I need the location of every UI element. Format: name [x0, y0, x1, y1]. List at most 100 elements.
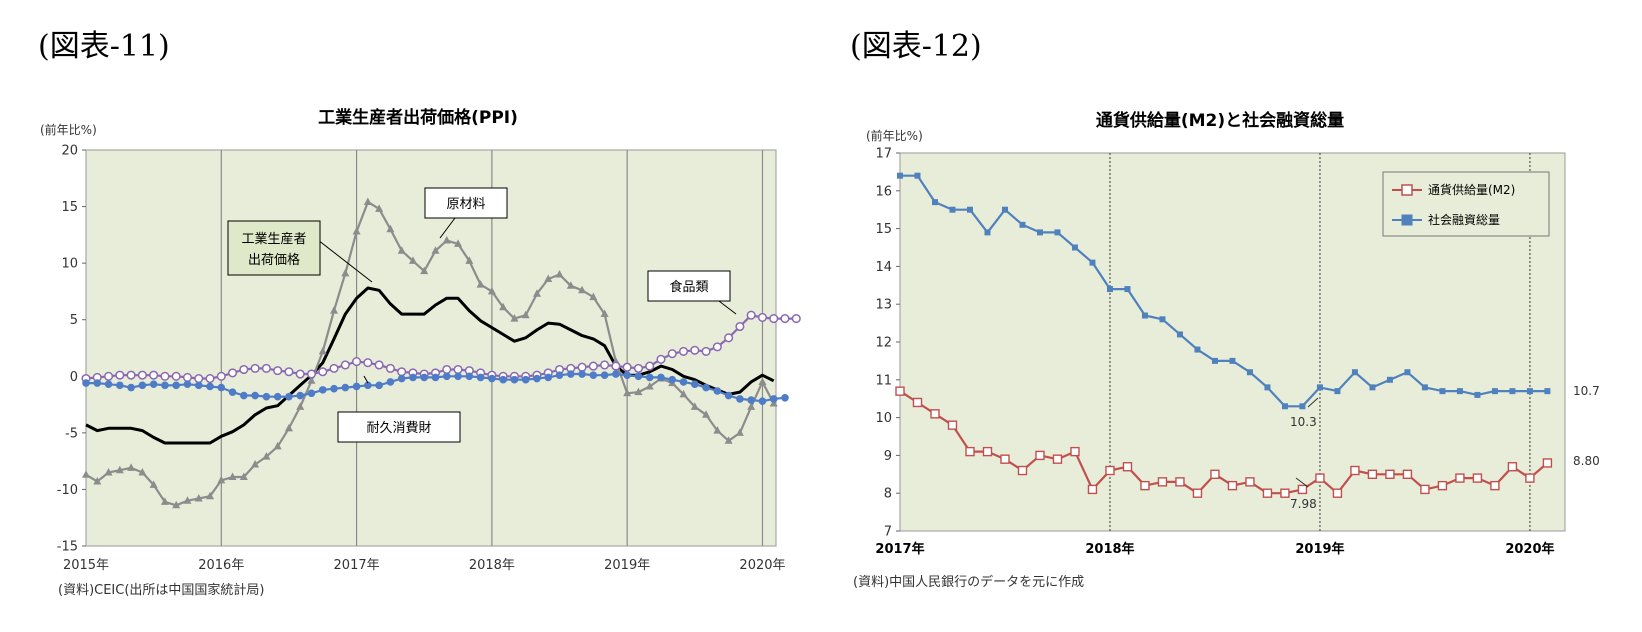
data-point-durable-goods — [555, 371, 564, 379]
m2-source-note: (資料)中国人民銀行のデータを元に作成 — [853, 574, 1084, 590]
data-point-durable-goods — [138, 381, 147, 390]
data-point-social-financing — [1351, 369, 1358, 376]
data-point-food — [137, 370, 147, 380]
data-point-m2 — [965, 446, 975, 457]
series-ppi — [85, 286, 775, 445]
data-point-raw-materials — [623, 388, 632, 397]
data-point-durable-goods — [769, 395, 778, 403]
m2-series — [895, 172, 1553, 498]
data-point-durable-goods — [127, 383, 135, 392]
data-point-durable-goods — [341, 383, 350, 392]
data-point-durable-goods — [217, 383, 226, 392]
data-point-food — [442, 364, 452, 375]
data-point-raw-materials — [408, 256, 417, 264]
data-point-durable-goods — [409, 373, 417, 382]
c2-y-tick-label: 10 — [875, 411, 892, 426]
data-point-m2 — [1262, 488, 1273, 498]
data-point-durable-goods — [476, 373, 485, 382]
data-point-social-financing — [1386, 376, 1393, 383]
m2-gridlines — [1109, 153, 1531, 531]
data-point-raw-materials — [239, 472, 248, 480]
data-point-m2 — [1122, 462, 1133, 472]
figure-12-label: (図表-12) — [850, 29, 982, 64]
c1-y-tick-label: 10 — [61, 257, 78, 272]
data-point-raw-materials — [634, 387, 643, 396]
data-point-durable-goods — [307, 389, 316, 398]
data-point-social-financing — [1124, 286, 1131, 293]
data-point-durable-goods — [262, 392, 271, 401]
m2-chart-title: 通貨供給量(M2)と社会融資総量 — [1096, 110, 1344, 131]
data-point-m2 — [1280, 488, 1290, 498]
series-m2 — [895, 386, 1553, 498]
data-point-raw-materials — [228, 472, 237, 480]
data-point-durable-goods — [521, 375, 530, 384]
data-point-durable-goods — [589, 371, 598, 379]
data-point-durable-goods — [149, 380, 158, 389]
c1-x-tick-label: 2018年 — [469, 558, 515, 573]
data-point-durable-goods — [240, 391, 248, 400]
data-point-raw-materials — [386, 224, 395, 233]
data-point-raw-materials — [183, 496, 192, 504]
c2-y-tick-label: 9 — [884, 449, 892, 464]
legend-item-social-financing: 社会融資総量 — [1392, 212, 1500, 227]
data-point-food — [397, 367, 407, 377]
svg-text:食品類: 食品類 — [669, 279, 708, 295]
data-point-social-financing — [1526, 388, 1533, 395]
c1-x-tick-label: 2017年 — [334, 558, 380, 573]
data-point-raw-materials — [307, 376, 316, 384]
data-point-durable-goods — [747, 396, 755, 404]
ppi-chart-title: 工業生産者出荷価格(PPI) — [318, 107, 518, 128]
annotation-m2-latest: 8.80 — [1573, 454, 1600, 468]
series-raw-materials — [82, 197, 778, 509]
data-point-raw-materials — [690, 402, 699, 410]
data-point-food — [160, 371, 170, 381]
data-point-social-financing — [1176, 331, 1183, 338]
data-point-food — [352, 357, 362, 367]
data-point-social-financing — [1281, 403, 1288, 410]
data-point-food — [216, 371, 226, 381]
data-point-raw-materials — [330, 306, 339, 314]
data-point-food — [182, 372, 193, 382]
data-point-food — [667, 349, 677, 359]
m2-x-tick-labels: 2017年 2018年 2019年 2020年 — [875, 541, 1554, 557]
data-point-durable-goods — [82, 379, 90, 387]
data-point-durable-goods — [713, 387, 722, 395]
data-point-social-financing — [1106, 286, 1113, 293]
data-point-raw-materials — [352, 226, 361, 235]
data-point-social-financing — [1369, 384, 1376, 391]
data-point-food — [577, 362, 587, 372]
data-point-food — [769, 314, 779, 324]
data-point-food — [385, 363, 395, 373]
data-point-food — [791, 314, 801, 324]
m2-legend: 通貨供給量(M2) 社会融資総量 — [1382, 171, 1550, 237]
callout-durable-goods: 耐久消費財 — [337, 375, 461, 443]
c1-y-tick-label: 0 — [70, 370, 78, 385]
data-point-m2 — [1157, 477, 1168, 487]
data-point-durable-goods — [364, 381, 372, 390]
data-point-durable-goods — [318, 386, 327, 394]
data-point-durable-goods — [668, 375, 677, 384]
data-point-food — [780, 314, 790, 324]
c1-y-tick-label: -15 — [57, 540, 78, 555]
data-point-raw-materials — [160, 497, 169, 505]
data-point-social-financing — [897, 172, 903, 179]
data-point-durable-goods — [296, 391, 305, 400]
data-point-m2 — [1087, 484, 1098, 495]
data-point-social-financing — [1211, 357, 1218, 364]
data-point-raw-materials — [600, 309, 609, 318]
data-point-raw-materials — [149, 480, 158, 488]
c1-y-tick-label: -10 — [57, 483, 78, 498]
data-point-social-financing — [949, 206, 956, 213]
data-point-durable-goods — [104, 380, 113, 389]
data-point-durable-goods — [116, 381, 124, 390]
data-point-raw-materials — [589, 292, 598, 301]
data-point-m2 — [1000, 454, 1010, 464]
data-point-food — [329, 363, 339, 373]
data-point-m2 — [1542, 458, 1553, 468]
data-point-durable-goods — [228, 388, 237, 396]
data-point-food — [250, 363, 260, 373]
data-point-m2 — [1070, 446, 1080, 457]
ppi-x-tick-labels: 2015年 2016年 2017年 2018年 2019年 2020年 — [63, 558, 786, 573]
data-point-social-financing — [1071, 244, 1078, 251]
data-point-raw-materials — [679, 389, 688, 398]
